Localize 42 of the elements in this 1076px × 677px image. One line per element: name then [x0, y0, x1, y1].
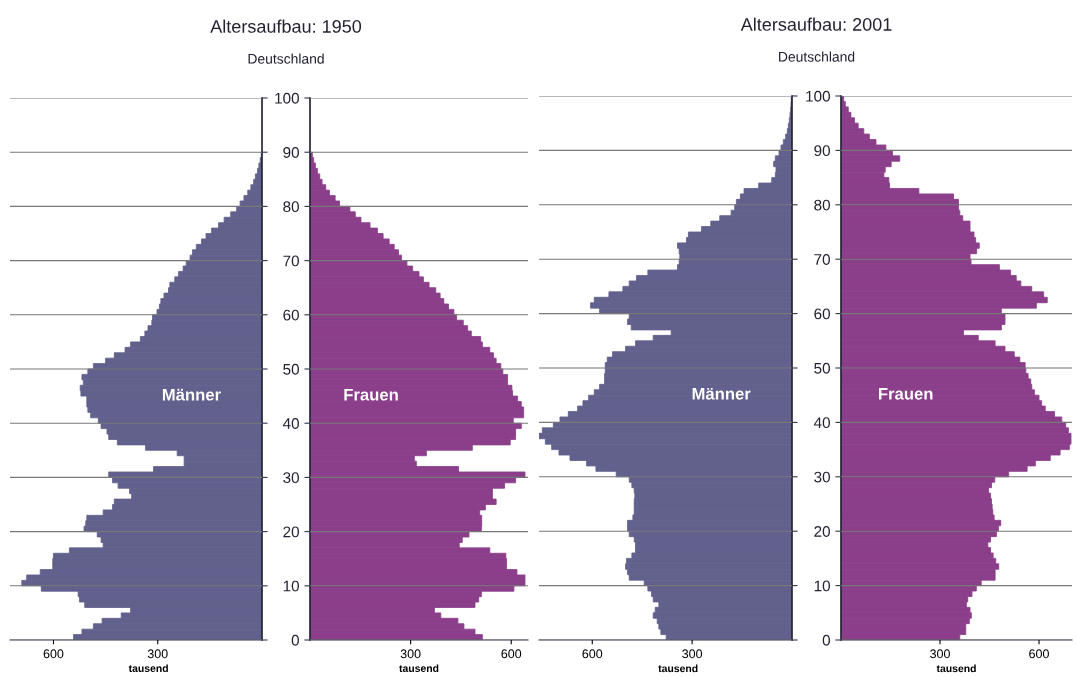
y-tick-label: 60: [283, 309, 299, 321]
x-tick-label: 600: [501, 649, 522, 659]
y-tick-label: 10: [814, 580, 830, 592]
y-tick-label: 40: [813, 417, 830, 429]
y-tick-label: 20: [814, 526, 830, 537]
annotation: Frauen: [344, 388, 398, 401]
chart-title: Altersaufbau: 1950: [210, 19, 362, 33]
y-tick-label: 70: [814, 254, 830, 265]
y-tick-label: 70: [283, 255, 299, 267]
y-tick-label: 100: [806, 90, 830, 102]
x-axis-title: tausend: [658, 664, 698, 673]
x-axis-title: tausend: [128, 664, 168, 673]
x-tick-label: 600: [582, 649, 603, 659]
y-tick-label: 50: [283, 363, 299, 375]
y-tick-label: 80: [283, 201, 299, 213]
y-tick-label: 30: [814, 471, 830, 483]
x-tick-label: 600: [1029, 649, 1049, 659]
x-tick-label: 300: [147, 649, 168, 659]
y-tick-label: 30: [283, 472, 299, 484]
y-tick-label: 80: [814, 199, 830, 211]
y-tick-label: 20: [283, 526, 299, 538]
x-axis-title: tausend: [936, 664, 976, 673]
chart-subtitle: Deutschland: [779, 51, 855, 62]
y-tick-label: 0: [822, 634, 830, 646]
y-tick-label: 60: [814, 308, 830, 320]
annotation: Männer: [692, 387, 751, 400]
x-tick-label: 300: [682, 649, 703, 659]
y-tick-label: 0: [291, 634, 299, 646]
x-tick-label: 300: [400, 649, 421, 659]
y-tick-label: 100: [275, 92, 299, 104]
y-tick-label: 90: [283, 147, 299, 158]
x-tick-label: 600: [43, 649, 64, 659]
chart-title: Altersaufbau: 2001: [740, 17, 892, 31]
chart-subtitle: Deutschland: [248, 53, 324, 64]
y-tick-label: 50: [814, 362, 830, 374]
x-axis-title: tausend: [399, 664, 439, 673]
annotation: Männer: [162, 388, 221, 401]
y-tick-label: 10: [283, 580, 299, 592]
x-tick-label: 300: [930, 649, 950, 659]
y-tick-label: 90: [814, 145, 830, 157]
y-tick-label: 40: [282, 418, 299, 429]
annotation: Frauen: [879, 388, 933, 400]
